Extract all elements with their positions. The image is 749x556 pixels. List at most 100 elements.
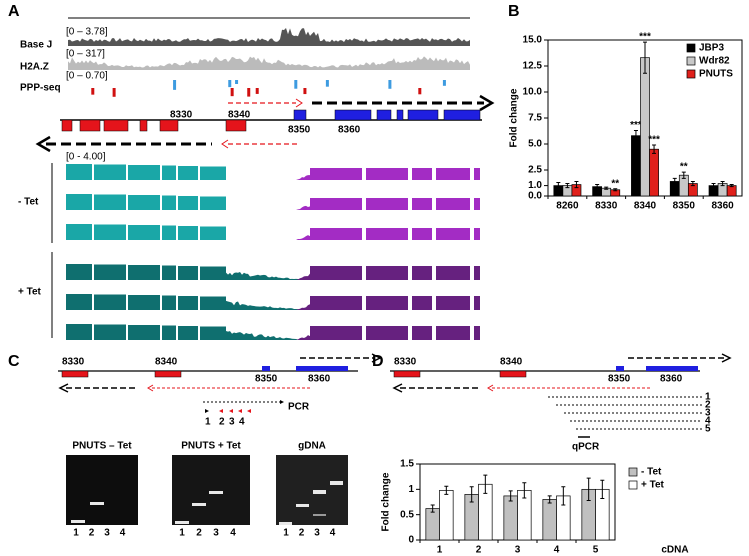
track-label: Base J [20, 40, 52, 51]
gene-label: 8340 [228, 110, 251, 121]
rnaseq-block [128, 225, 160, 240]
ppp-peak [230, 88, 234, 97]
panel-label: A [8, 3, 20, 20]
pcr-label: PCR [288, 402, 310, 413]
signal-track [226, 331, 300, 340]
legend-swatch [686, 69, 696, 79]
rnaseq-block [474, 296, 480, 310]
rnaseq-block [366, 296, 408, 310]
gene-model-d [390, 353, 732, 438]
rnaseq-block [412, 296, 432, 310]
x-tick-label: 8350 [673, 201, 696, 212]
error-bar [547, 495, 552, 504]
y-tick-label: 0 [408, 535, 414, 546]
rnaseq-block [366, 266, 408, 280]
y-tick-label: 0.0 [528, 191, 542, 202]
error-bar [430, 504, 435, 513]
legend-swatch [628, 480, 638, 490]
rnaseq-block [474, 228, 480, 240]
primer-number: 1 [205, 417, 211, 428]
lane-label: 1 [73, 528, 79, 539]
primer-number: 1 [705, 392, 711, 403]
rnaseq-block [200, 226, 226, 240]
y-tick-label: 10.0 [523, 87, 543, 98]
error-bar [720, 180, 725, 187]
error-bar [444, 485, 449, 495]
y-tick-label: 7.5 [528, 113, 542, 124]
signal-track [226, 300, 300, 310]
rnaseq-block [66, 224, 92, 240]
bar [439, 489, 454, 541]
lane-label: 2 [299, 528, 305, 539]
rnaseq-block [178, 226, 198, 240]
error-bar [681, 171, 686, 179]
rnaseq-block [436, 228, 470, 240]
legend-label: - Tet [641, 467, 662, 478]
ppp-peak [247, 88, 251, 97]
y-axis-label: Fold change [509, 88, 520, 147]
rnaseq-block [436, 266, 470, 280]
significance: *** [639, 32, 651, 43]
error-bar [600, 479, 605, 499]
rnaseq-block [94, 164, 126, 180]
rnaseq-block [162, 265, 176, 280]
rnaseq-block [436, 296, 470, 310]
lane-label: 2 [89, 528, 95, 539]
ppp-peak [228, 80, 232, 88]
track-range: [0 – 0.70] [66, 71, 108, 82]
x-tick-label: 8340 [634, 201, 657, 212]
gene-label: 8330 [170, 110, 193, 121]
bar [503, 495, 518, 541]
rnaseq-block [94, 194, 126, 210]
gene-label: 8350 [255, 374, 278, 385]
legend-label: + Tet [641, 480, 665, 491]
condition-label: - Tet [18, 197, 39, 208]
condition-label: + Tet [18, 287, 42, 298]
error-bar [595, 184, 600, 190]
lane-label: 3 [314, 528, 320, 539]
x-tick-label: 2 [476, 545, 482, 556]
gel-title: gDNA [298, 441, 326, 452]
rnaseq-block [310, 198, 362, 210]
signal-track [68, 56, 470, 70]
rnaseq-block [66, 264, 92, 280]
rnaseq-block [178, 166, 198, 180]
rnaseq-block [200, 296, 226, 310]
rnaseq-block [178, 266, 198, 280]
primer-number: 4 [239, 417, 245, 428]
significance: *** [630, 120, 642, 131]
rnaseq-block [94, 324, 126, 340]
y-tick-label: 1.5 [400, 459, 414, 470]
y-tick-label: 0.5 [400, 509, 414, 520]
ppp-peak [294, 80, 298, 89]
error-bar [643, 41, 647, 74]
rnaseq-block [162, 165, 176, 180]
bar [542, 499, 557, 541]
gene-label: 8350 [608, 374, 631, 385]
rnaseq-block [128, 295, 160, 310]
blue-genes [293, 109, 481, 121]
rnaseq-block [412, 228, 432, 240]
legend-swatch [686, 56, 696, 66]
error-bar [483, 474, 488, 494]
lane-label: 3 [213, 528, 219, 539]
rnaseq-block [128, 325, 160, 340]
rnaseq-block [474, 168, 480, 180]
bar [640, 57, 650, 197]
signal-track [296, 234, 312, 240]
ppp-peak [442, 80, 446, 86]
legend-swatch [628, 467, 638, 477]
rnaseq-block [366, 198, 408, 210]
lane-label: 4 [330, 528, 336, 539]
ppp-peak [303, 88, 307, 95]
signal-track [226, 271, 300, 280]
signal-track [296, 172, 312, 180]
ppp-peak [173, 80, 177, 90]
gene-model-c [58, 353, 382, 413]
signal-track [296, 304, 312, 310]
signal-track [296, 272, 312, 280]
rnaseq-block [178, 326, 198, 340]
transcription-arrows [35, 94, 495, 153]
rnaseq-block [128, 165, 160, 180]
gene-label: 8340 [155, 357, 178, 368]
